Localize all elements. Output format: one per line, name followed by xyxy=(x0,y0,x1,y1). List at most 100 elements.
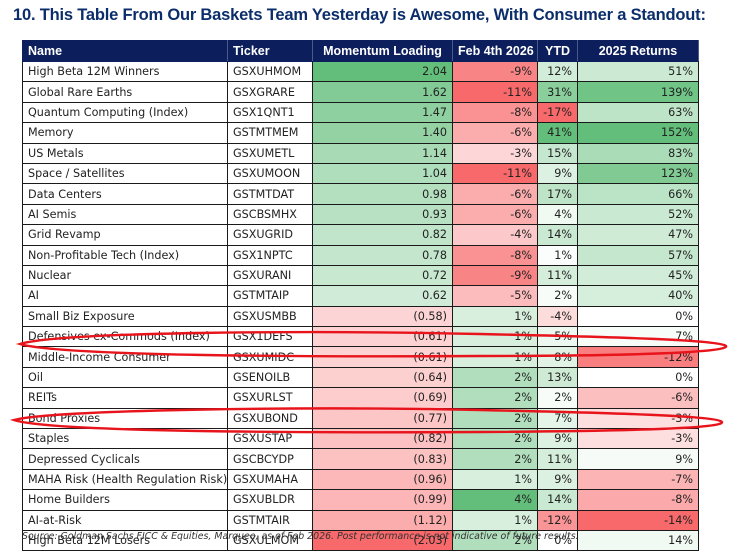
ytd-return-cell: 8% xyxy=(537,346,578,368)
returns-2025-cell: -3% xyxy=(577,407,699,430)
header-2025-returns: 2025 Returns xyxy=(577,40,699,62)
momentum-loading-cell: (0.69) xyxy=(312,387,453,409)
returns-2025-cell: -12% xyxy=(577,346,699,368)
basket-name-cell: Space / Satellites xyxy=(22,162,228,185)
ytd-return-cell: 17% xyxy=(537,183,578,205)
momentum-loading-cell: 0.72 xyxy=(312,264,453,287)
table-row: AI GSTMTAIP 0.62 -5% 2% 40% xyxy=(22,285,699,307)
ytd-return-cell: 2% xyxy=(537,387,578,409)
ytd-return-cell: 41% xyxy=(537,122,578,144)
ytd-return-cell: 13% xyxy=(537,366,578,389)
ytd-return-cell: 1% xyxy=(537,244,578,266)
ytd-return-cell: -4% xyxy=(537,305,578,328)
ytd-return-cell: 14% xyxy=(537,224,578,246)
basket-name-cell: Quantum Computing (Index) xyxy=(22,101,228,124)
page-title: 10. This Table From Our Baskets Team Yes… xyxy=(13,6,706,24)
returns-2025-cell: 47% xyxy=(577,224,699,246)
momentum-loading-cell: 2.04 xyxy=(312,60,453,83)
basket-name-cell: AI xyxy=(22,285,228,307)
ytd-return-cell: 12% xyxy=(537,60,578,83)
basket-name-cell: AI-at-Risk xyxy=(22,509,228,531)
momentum-loading-cell: 0.98 xyxy=(312,183,453,205)
feb4-return-cell: 1% xyxy=(452,509,538,531)
basket-ticker-cell: GSX1NPTC xyxy=(227,244,313,266)
table-row: Global Rare Earths GSXGRARE 1.62 -11% 31% 139… xyxy=(22,81,699,103)
feb4-return-cell: 1% xyxy=(452,305,538,328)
basket-name-cell: Memory xyxy=(22,122,228,144)
table-row: Staples GSXUSTAP (0.82) 2% 9% -3% xyxy=(22,428,699,450)
momentum-loading-cell: (0.61) xyxy=(312,346,453,368)
momentum-loading-cell: 0.93 xyxy=(312,203,453,226)
ytd-return-cell: 9% xyxy=(537,468,578,491)
ytd-return-cell: 9% xyxy=(537,162,578,185)
basket-ticker-cell: GSTMTDAT xyxy=(227,183,313,205)
basket-ticker-cell: GSXURANI xyxy=(227,264,313,287)
momentum-loading-cell: 1.14 xyxy=(312,142,453,164)
basket-name-cell: AI Semis xyxy=(22,203,228,226)
basket-ticker-cell: GSXUSTAP xyxy=(227,428,313,450)
basket-ticker-cell: GSCBSMHX xyxy=(227,203,313,226)
returns-2025-cell: -14% xyxy=(577,509,699,531)
basket-ticker-cell: GSENOILB xyxy=(227,366,313,389)
basket-ticker-cell: GSX1QNT1 xyxy=(227,101,313,124)
header-feb4: Feb 4th 2026 xyxy=(452,40,538,62)
returns-2025-cell: 0% xyxy=(577,366,699,389)
table-row: Middle-Income Consumer GSXUMIDC (0.61) 1% 8%… xyxy=(22,346,699,368)
returns-2025-cell: 51% xyxy=(577,60,699,83)
ytd-return-cell: 11% xyxy=(537,448,578,470)
basket-name-cell: Nuclear xyxy=(22,264,228,287)
table-row: Grid Revamp GSXUGRID 0.82 -4% 14% 47% xyxy=(22,224,699,246)
basket-ticker-cell: GSTMTAIP xyxy=(227,285,313,307)
feb4-return-cell: 2% xyxy=(452,448,538,470)
feb4-return-cell: 1% xyxy=(452,468,538,491)
basket-ticker-cell: GSXUSMBB xyxy=(227,305,313,328)
basket-ticker-cell: GSXUMAHA xyxy=(227,468,313,491)
table-row: Oil GSENOILB (0.64) 2% 13% 0% xyxy=(22,366,699,389)
returns-2025-cell: 63% xyxy=(577,101,699,124)
basket-ticker-cell: GSXUMOON xyxy=(227,162,313,185)
basket-ticker-cell: GSXUBOND xyxy=(227,407,313,430)
feb4-return-cell: -11% xyxy=(452,162,538,185)
source-note: Source: Goldman Sachs FICC & Equities, M… xyxy=(22,531,579,542)
ytd-return-cell: 31% xyxy=(537,81,578,103)
table-row: High Beta 12M Losers GSXULMOM (2.03) 2% 0% 14… xyxy=(22,529,699,552)
momentum-loading-cell: 1.47 xyxy=(312,101,453,124)
ytd-return-cell: 5% xyxy=(537,326,578,348)
returns-2025-cell: 66% xyxy=(577,183,699,205)
feb4-return-cell: -4% xyxy=(452,224,538,246)
feb4-return-cell: -11% xyxy=(452,81,538,103)
momentum-loading-cell: 1.04 xyxy=(312,162,453,185)
returns-2025-cell: 123% xyxy=(577,162,699,185)
momentum-loading-cell: (0.61) xyxy=(312,326,453,348)
ytd-return-cell: 0% xyxy=(537,529,578,552)
feb4-return-cell: -5% xyxy=(452,285,538,307)
returns-2025-cell: 40% xyxy=(577,285,699,307)
feb4-return-cell: 4% xyxy=(452,489,538,511)
returns-2025-cell: -3% xyxy=(577,428,699,450)
table-row: Bond Proxies GSXUBOND (0.77) 2% 7% -3% xyxy=(22,407,699,430)
ytd-return-cell: 2% xyxy=(537,285,578,307)
basket-name-cell: Home Builders xyxy=(22,489,228,511)
momentum-loading-cell: (0.99) xyxy=(312,489,453,511)
table-row: Nuclear GSXURANI 0.72 -9% 11% 45% xyxy=(22,264,699,287)
ytd-return-cell: 7% xyxy=(537,407,578,430)
feb4-return-cell: 1% xyxy=(452,326,538,348)
ytd-return-cell: -12% xyxy=(537,509,578,531)
momentum-loading-cell: (0.64) xyxy=(312,366,453,389)
basket-name-cell: MAHA Risk (Health Regulation Risk) xyxy=(22,468,228,491)
table-header-row: Name Ticker Momentum Loading Feb 4th 202… xyxy=(22,40,699,62)
feb4-return-cell: -9% xyxy=(452,60,538,83)
basket-name-cell: Staples xyxy=(22,428,228,450)
basket-ticker-cell: GSXUHMOM xyxy=(227,60,313,83)
ytd-return-cell: 15% xyxy=(537,142,578,164)
returns-2025-cell: 45% xyxy=(577,264,699,287)
basket-name-cell: Defensives ex-Commods (Index) xyxy=(22,326,228,348)
header-ytd: YTD xyxy=(537,40,578,62)
basket-ticker-cell: GSTMTAIR xyxy=(227,509,313,531)
feb4-return-cell: -3% xyxy=(452,142,538,164)
returns-2025-cell: -8% xyxy=(577,489,699,511)
basket-name-cell: REITs xyxy=(22,387,228,409)
basket-name-cell: High Beta 12M Losers xyxy=(22,529,228,552)
table-row: Memory GSTMTMEM 1.40 -6% 41% 152% xyxy=(22,122,699,144)
table-row: US Metals GSXUMETL 1.14 -3% 15% 83% xyxy=(22,142,699,164)
